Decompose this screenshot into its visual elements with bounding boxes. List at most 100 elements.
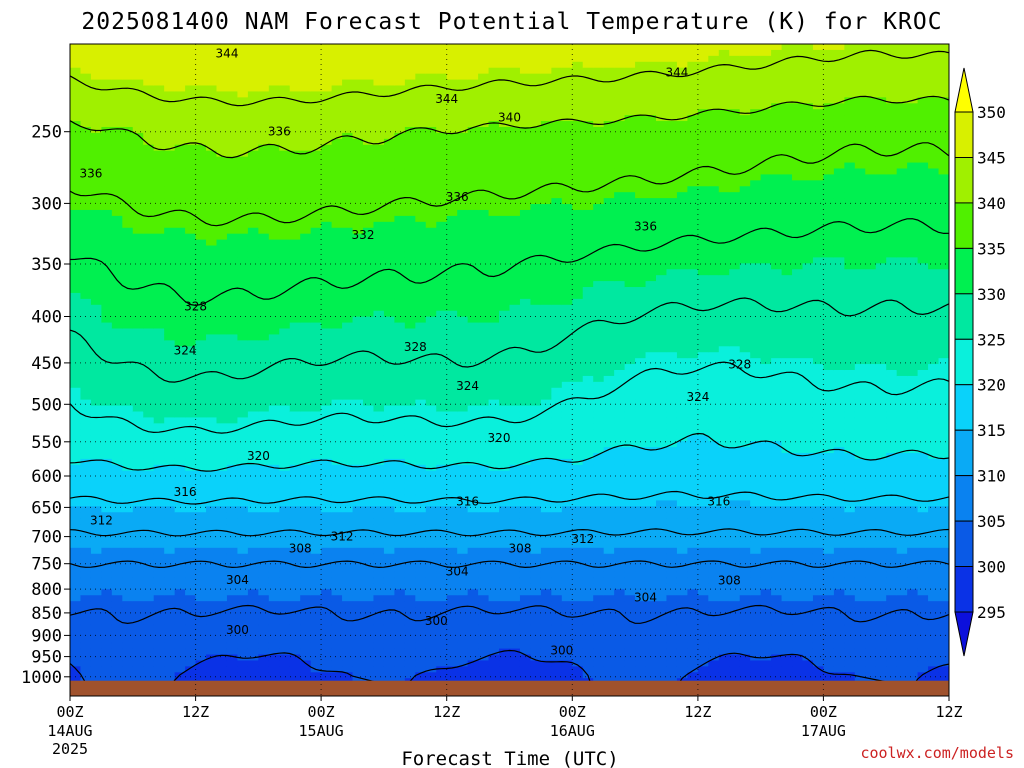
theta-cell: [488, 583, 500, 590]
theta-cell: [164, 535, 176, 543]
theta-cell: [216, 583, 228, 590]
theta-cell: [237, 132, 249, 140]
theta-cell: [226, 245, 239, 253]
theta-cell: [404, 91, 416, 98]
theta-cell: [373, 156, 385, 164]
theta-cell: [195, 61, 207, 69]
theta-cell: [185, 458, 197, 466]
theta-cell: [101, 269, 113, 276]
theta-cell: [499, 316, 511, 324]
theta-cell: [363, 281, 375, 288]
theta-cell: [195, 512, 207, 519]
theta-cell: [331, 411, 343, 419]
theta-cell: [478, 601, 490, 608]
theta-cell: [467, 204, 479, 211]
theta-cell: [331, 660, 343, 667]
theta-cell: [352, 411, 364, 419]
theta-cell: [132, 144, 144, 152]
theta-cell: [216, 340, 228, 347]
theta-cell: [164, 174, 176, 181]
theta-cell: [132, 512, 144, 519]
theta-cell: [310, 233, 322, 241]
theta-cell: [446, 458, 458, 466]
theta-cell: [331, 601, 343, 608]
theta-cell: [289, 49, 301, 57]
theta-cell: [540, 198, 552, 205]
theta-cell: [164, 547, 176, 555]
theta-cell: [321, 275, 333, 282]
theta-cell: [478, 340, 490, 347]
theta-cell: [195, 239, 207, 247]
theta-cell: [268, 630, 280, 638]
theta-cell: [519, 535, 532, 543]
theta-cell: [289, 192, 301, 199]
theta-cell: [216, 73, 228, 81]
theta-cell: [321, 281, 333, 288]
theta-cell: [289, 512, 301, 519]
theta-cell: [342, 375, 354, 383]
theta-cell: [352, 613, 364, 620]
theta-cell: [90, 512, 102, 519]
theta-cell: [383, 488, 395, 496]
theta-cell: [342, 423, 354, 430]
theta-cell: [363, 660, 375, 667]
theta-cell: [237, 405, 249, 413]
theta-cell: [436, 642, 448, 650]
theta-cell: [101, 168, 113, 175]
theta-cell: [237, 447, 249, 454]
theta-cell: [436, 91, 448, 98]
theta-cell: [310, 488, 322, 496]
theta-cell: [519, 370, 532, 377]
theta-cell: [499, 500, 511, 507]
theta-cell: [363, 263, 375, 270]
theta-cell: [195, 44, 207, 51]
theta-cell: [373, 126, 385, 134]
theta-cell: [530, 506, 542, 513]
theta-cell: [216, 607, 228, 614]
theta-cell: [467, 559, 479, 567]
theta-cell: [404, 138, 416, 146]
theta-cell: [195, 565, 207, 573]
theta-cell: [425, 518, 437, 525]
theta-cell: [226, 393, 239, 401]
theta-cell: [478, 132, 490, 140]
theta-cell: [436, 571, 448, 579]
theta-cell: [457, 494, 469, 501]
theta-cell: [394, 411, 406, 419]
theta-cell: [216, 281, 228, 288]
theta-cell: [457, 435, 469, 442]
theta-cell: [258, 601, 270, 608]
theta-cell: [363, 624, 375, 632]
theta-cell: [289, 310, 301, 318]
theta-cell: [111, 672, 123, 679]
theta-cell: [216, 121, 228, 128]
theta-cell: [499, 571, 511, 579]
theta-cell: [394, 340, 406, 347]
theta-cell: [226, 121, 239, 128]
theta-cell: [436, 156, 448, 164]
theta-cell: [394, 180, 406, 187]
theta-cell: [373, 103, 385, 110]
theta-cell: [415, 642, 427, 650]
theta-cell: [164, 316, 176, 324]
theta-cell: [90, 452, 102, 460]
theta-cell: [425, 358, 437, 365]
theta-cell: [289, 55, 301, 63]
theta-cell: [268, 275, 280, 282]
theta-cell: [331, 441, 343, 448]
theta-cell: [331, 227, 343, 235]
theta-cell: [446, 316, 458, 324]
theta-cell: [132, 174, 144, 181]
theta-cell: [310, 624, 322, 632]
theta-cell: [394, 150, 406, 158]
theta-cell: [446, 340, 458, 347]
theta-cell: [310, 524, 322, 531]
theta-cell: [226, 607, 239, 614]
theta-cell: [132, 49, 144, 57]
theta-cell: [153, 168, 165, 175]
theta-cell: [122, 666, 134, 673]
theta-cell: [268, 55, 280, 63]
theta-cell: [363, 358, 375, 365]
theta-cell: [70, 435, 82, 442]
theta-cell: [111, 322, 123, 330]
